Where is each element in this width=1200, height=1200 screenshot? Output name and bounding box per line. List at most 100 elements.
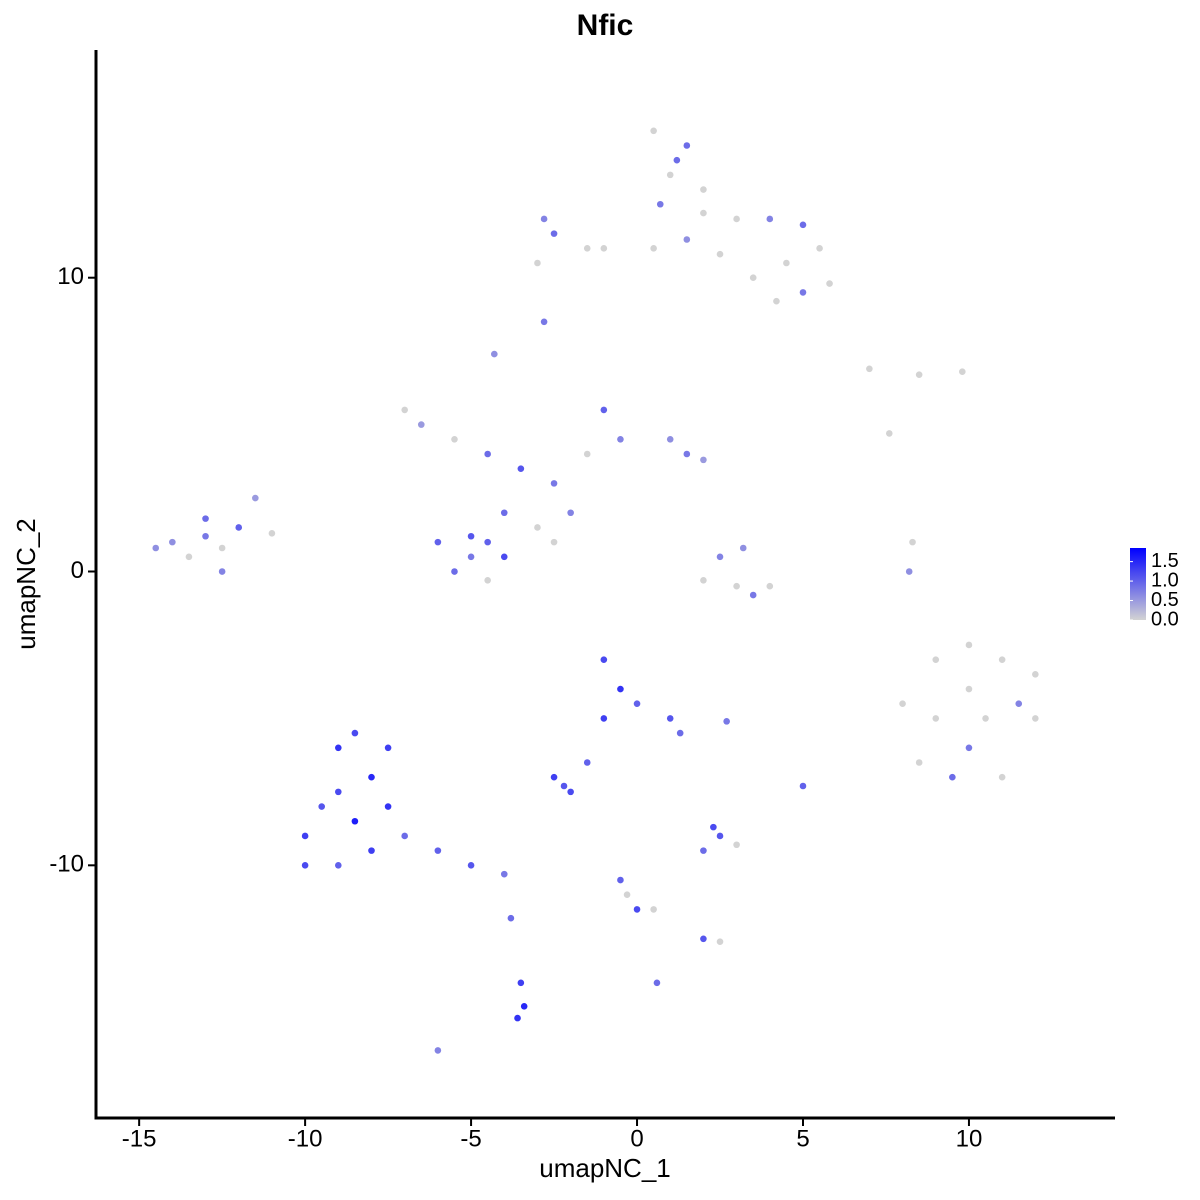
x-tick-label: 10 (956, 1125, 983, 1152)
point (351, 817, 359, 825)
point (959, 368, 966, 376)
point (716, 250, 724, 258)
point (467, 862, 475, 869)
point (202, 532, 209, 540)
point (749, 591, 757, 599)
point (335, 788, 342, 796)
point (949, 773, 956, 781)
point (434, 847, 442, 854)
point (799, 289, 807, 296)
point (235, 524, 243, 531)
point (739, 544, 747, 552)
point (773, 297, 780, 305)
point (583, 759, 591, 766)
point (218, 544, 226, 552)
point (700, 186, 707, 193)
point (673, 156, 681, 164)
point (484, 450, 491, 458)
point (202, 515, 209, 522)
point (915, 371, 923, 378)
colorbar-tick-label: 0.0 (1151, 608, 1179, 630)
point (617, 876, 624, 884)
point (517, 465, 525, 472)
point (710, 823, 717, 831)
point (152, 544, 160, 552)
point (650, 127, 657, 135)
point (268, 530, 276, 537)
point (491, 350, 498, 358)
x-tick-label: 5 (796, 1125, 809, 1152)
point (434, 1047, 442, 1054)
point (1032, 671, 1039, 678)
point (617, 435, 624, 443)
point (567, 509, 574, 517)
point (650, 245, 657, 252)
y-tick-label: 0 (71, 557, 84, 584)
point (1032, 715, 1039, 722)
point (965, 685, 973, 693)
point (484, 538, 491, 546)
point (716, 553, 724, 561)
point (1015, 700, 1023, 708)
point (401, 832, 408, 840)
colorbar-tick-label: 0.5 (1151, 589, 1179, 611)
point (514, 1014, 521, 1022)
point (583, 450, 591, 458)
point (600, 715, 608, 722)
point (700, 577, 707, 584)
point (866, 365, 873, 373)
point (451, 568, 458, 575)
point (915, 759, 923, 766)
x-tick-label: -15 (122, 1125, 157, 1152)
point (520, 1003, 528, 1010)
point (600, 245, 608, 252)
point (932, 715, 940, 722)
point (583, 245, 591, 252)
colorbar (1130, 548, 1146, 620)
point (550, 480, 558, 487)
point (783, 259, 790, 267)
point (185, 553, 193, 561)
point (733, 215, 740, 223)
point (826, 280, 833, 287)
point (540, 318, 548, 326)
point (799, 782, 807, 790)
point (623, 891, 631, 899)
point (560, 782, 568, 790)
point (401, 406, 408, 414)
point (534, 259, 541, 267)
point (467, 553, 475, 561)
point (252, 494, 259, 502)
point (567, 788, 574, 796)
point (816, 245, 823, 252)
point (723, 718, 730, 725)
point (766, 215, 774, 223)
point (749, 274, 757, 282)
y-axis-label: umapNC_2 (11, 518, 41, 650)
y-tick-label: -10 (49, 851, 84, 878)
point (733, 582, 740, 590)
point (666, 715, 674, 722)
point (384, 744, 392, 752)
point (484, 577, 491, 584)
point (700, 847, 707, 854)
point (799, 221, 807, 229)
point (384, 803, 392, 810)
point (169, 538, 176, 546)
point (700, 209, 707, 217)
point (368, 847, 375, 854)
point (335, 744, 342, 752)
point (500, 870, 508, 878)
x-axis-label: umapNC_1 (539, 1153, 671, 1183)
point (550, 230, 558, 237)
point (417, 421, 425, 428)
point (733, 841, 740, 849)
point (600, 406, 608, 414)
point (653, 979, 661, 987)
point (716, 938, 724, 946)
point (318, 803, 326, 810)
point (998, 773, 1006, 781)
x-tick-label: 0 (630, 1125, 643, 1152)
point (905, 568, 913, 575)
